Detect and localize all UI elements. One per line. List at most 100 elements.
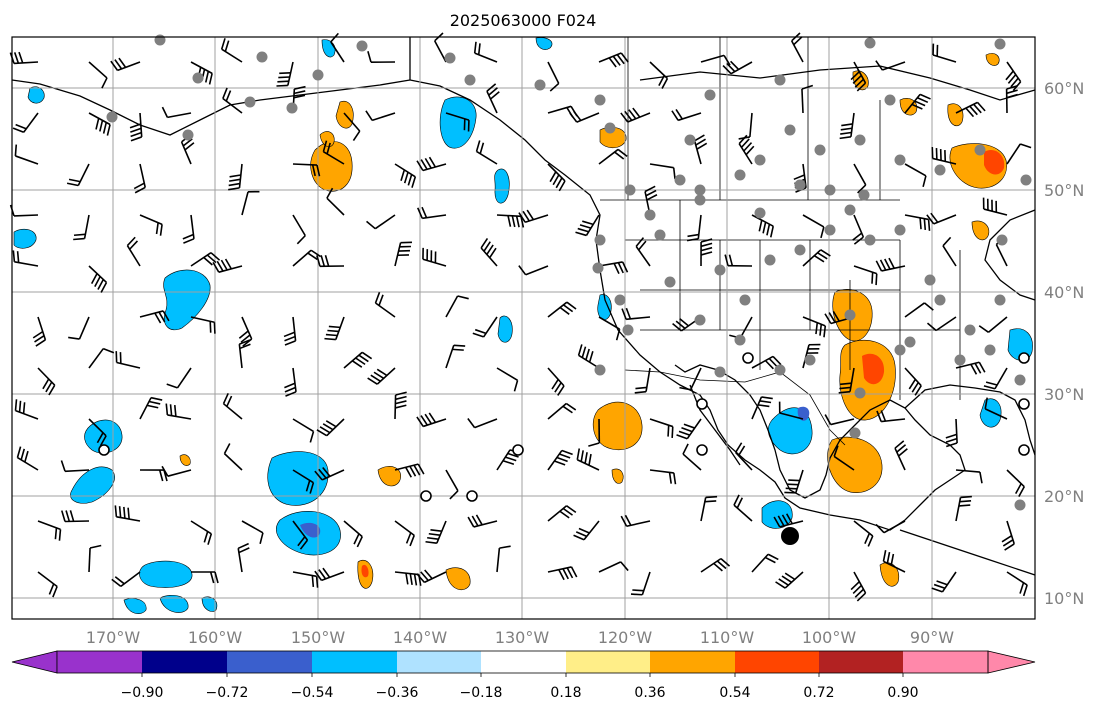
station-dot — [694, 314, 706, 326]
wind-barb — [445, 295, 469, 318]
calm-station — [420, 490, 432, 502]
wind-barb — [445, 112, 470, 132]
wind-barb — [486, 83, 500, 114]
map-border — [11, 36, 1036, 620]
colorbar-label: 0.54 — [719, 685, 750, 701]
station-markers — [98, 34, 1032, 545]
colorbar-segment — [819, 651, 903, 673]
lon-tick-label: 130°W — [495, 628, 550, 647]
wind-barb — [68, 316, 90, 340]
station-dot — [864, 37, 876, 49]
coastline-gulf — [904, 384, 1036, 456]
station-dot — [774, 364, 786, 376]
wind-barb — [292, 249, 322, 267]
wind-barb — [573, 520, 600, 541]
lat-tick-label: 20°N — [1044, 487, 1084, 506]
colorbar-segment — [227, 651, 312, 673]
wind-barb — [635, 237, 651, 267]
wind-barb — [700, 495, 718, 522]
calm-station — [1018, 444, 1030, 456]
wind-barb — [824, 414, 855, 426]
wind-barb — [496, 449, 522, 471]
wind-barb — [649, 61, 669, 89]
station-dot — [654, 229, 666, 241]
negative-area — [27, 86, 45, 104]
wind-barb — [931, 571, 957, 593]
wind-barb — [984, 397, 1008, 420]
colorbar-label: 0.36 — [634, 685, 665, 701]
wind-barb — [314, 467, 345, 481]
wind-barb — [904, 302, 934, 318]
wind-barb — [314, 567, 345, 582]
figure-title: 2025063000 F024 — [450, 11, 597, 30]
wind-barb — [422, 247, 447, 267]
colorbar-segment — [735, 651, 819, 673]
wind-barb — [1006, 571, 1028, 597]
wind-barb — [394, 520, 415, 547]
wind-barb — [955, 361, 986, 375]
station-dot — [1014, 499, 1026, 511]
colorbar-segments — [11, 650, 1036, 674]
station-dot — [824, 224, 836, 236]
station-dot — [256, 51, 268, 63]
wind-barb — [926, 316, 957, 332]
wind-barb — [190, 316, 216, 334]
station-dot — [614, 294, 626, 306]
colorbar-segment — [57, 651, 142, 673]
station-dot — [754, 207, 766, 219]
wind-barb — [547, 505, 577, 522]
station-dot — [286, 102, 298, 114]
wind-barb — [1006, 143, 1032, 165]
wind-barb — [738, 134, 755, 165]
wind-barb — [634, 367, 651, 394]
wind-barb — [751, 396, 773, 420]
wind-barb — [649, 163, 676, 180]
wind-barb — [475, 140, 498, 165]
wind-barb — [733, 494, 753, 522]
lat-tick-label: 50°N — [1044, 181, 1084, 200]
wind-barb — [111, 571, 141, 588]
wind-barb — [241, 520, 264, 545]
wind-barb — [37, 520, 62, 541]
wind-barb — [978, 316, 1008, 333]
station-dot — [804, 354, 816, 366]
negative-area — [761, 500, 793, 529]
wind-barb — [496, 545, 511, 573]
lat-axis: 60°N 50°N 40°N 30°N 20°N 10°N — [1044, 79, 1084, 608]
station-dot — [764, 254, 776, 266]
wind-barb — [751, 553, 779, 573]
wind-barb — [190, 520, 213, 545]
wind-barb — [110, 57, 141, 72]
wind-barb — [833, 445, 855, 471]
station-dot — [534, 79, 546, 91]
shaded-field — [13, 37, 1033, 614]
wind-barb — [620, 107, 651, 123]
wind-barb — [700, 238, 713, 267]
wind-barb — [276, 61, 294, 87]
station-dot — [754, 154, 766, 166]
positive-area — [879, 562, 900, 587]
lat-tick-label: 10°N — [1044, 589, 1084, 608]
wind-barb — [1001, 520, 1015, 551]
colorbar-label: −0.54 — [291, 685, 334, 701]
wind-barb — [473, 41, 498, 63]
wind-barb — [88, 347, 115, 369]
negative-area — [494, 168, 510, 204]
wind-barb — [222, 392, 243, 420]
wind-barb — [955, 495, 972, 522]
station-dot — [934, 294, 946, 306]
wind-barb — [343, 112, 361, 142]
station-dot — [684, 134, 696, 146]
station-dot — [858, 189, 870, 201]
large-station-marker — [781, 527, 799, 545]
wind-barb — [693, 134, 708, 165]
wind-barb — [850, 571, 867, 602]
wind-barb — [875, 60, 906, 71]
wind-barb — [417, 206, 447, 220]
wind-barb — [190, 571, 219, 584]
wind-barb — [875, 520, 906, 534]
wind-barb — [292, 163, 321, 177]
positive-area — [592, 401, 643, 450]
wind-barb — [322, 140, 345, 165]
